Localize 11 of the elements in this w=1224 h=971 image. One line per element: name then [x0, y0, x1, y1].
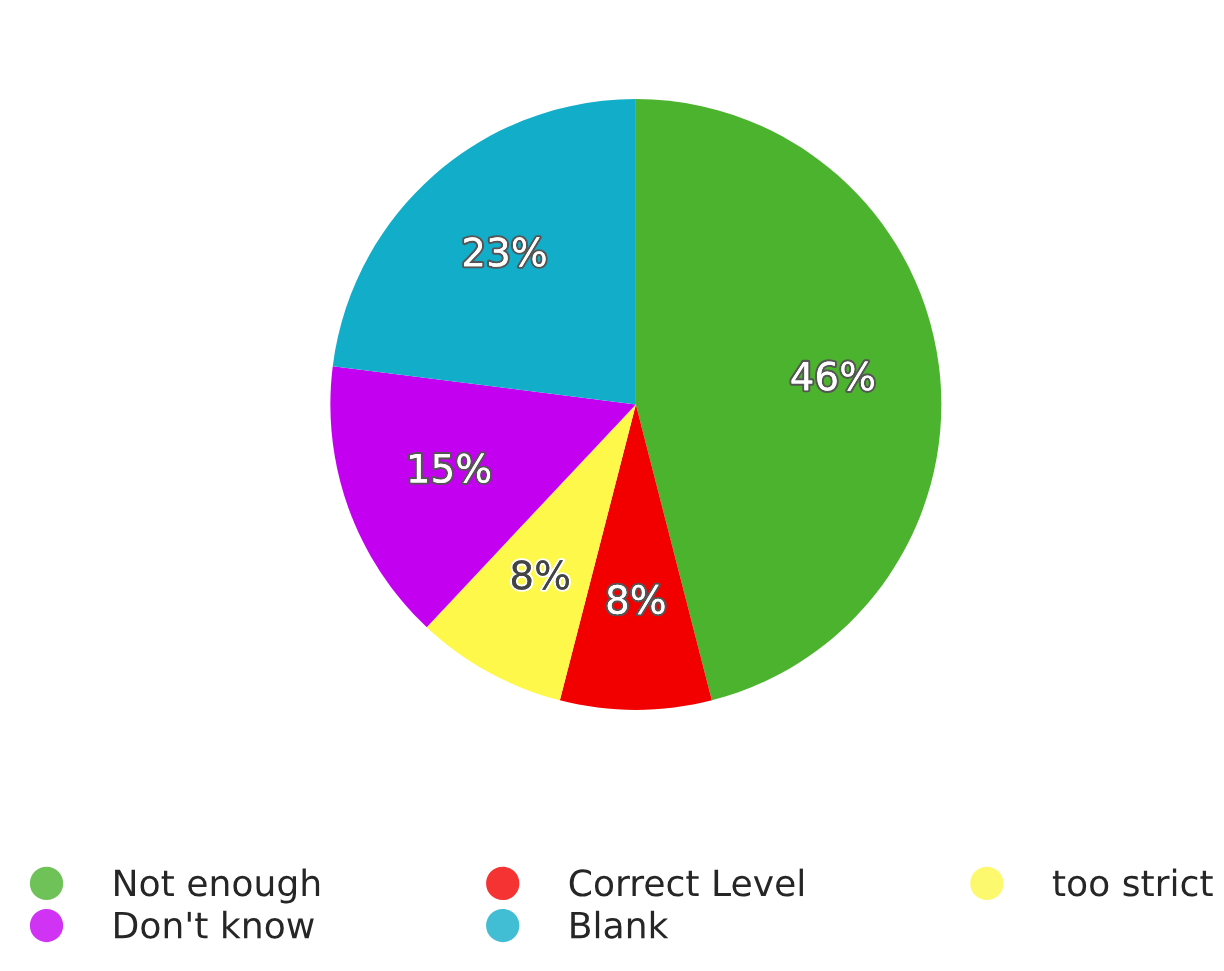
data-label: 46%	[791, 361, 874, 391]
data-label: 8%	[607, 584, 665, 615]
data-label: 15%	[410, 453, 491, 483]
data-label: 8%	[511, 560, 569, 590]
legend-label: Not enough	[115, 868, 320, 904]
legend-label: Don't know	[115, 910, 314, 939]
pie-slice	[332, 98, 636, 405]
legend-label: too strict	[1052, 868, 1213, 897]
data-label: 23%	[464, 237, 546, 267]
legend-label: Blank	[571, 910, 669, 939]
legend-label: Correct Level	[569, 868, 803, 897]
